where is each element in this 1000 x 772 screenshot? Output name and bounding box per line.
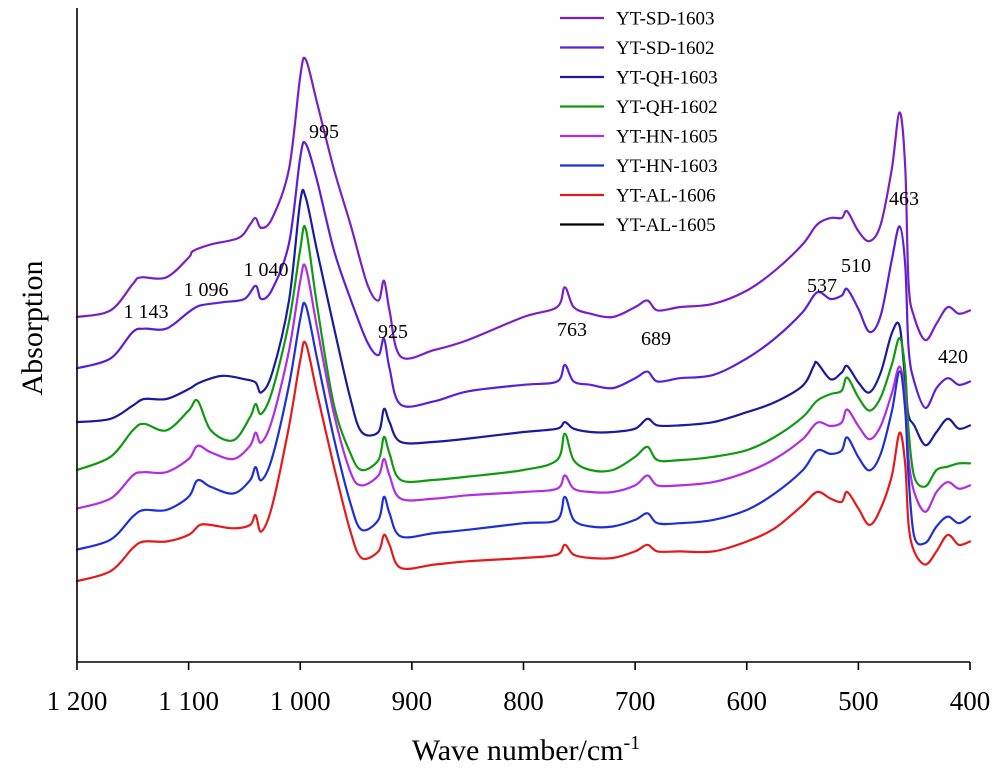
series-line-yt-al-1606 [75,340,972,583]
series-line-yt-qh-1603 [75,188,972,447]
peak-label: 537 [807,275,837,297]
series-line-yt-qh-1602 [75,225,972,488]
peak-label: 995 [309,121,339,143]
peak-label: 689 [641,328,671,350]
legend-label: YT-AL-1605 [616,215,716,236]
legend-label: YT-QH-1603 [616,68,718,89]
legend-label: YT-SD-1603 [616,9,715,30]
series-layer [75,56,972,583]
peak-label: 763 [557,319,587,341]
legend-label: YT-SD-1602 [616,38,715,59]
x-tick-label: 1 100 [158,686,219,716]
series-line-yt-sd-1603 [75,56,972,360]
x-tick-label: 1 200 [47,686,108,716]
peak-label: 420 [938,346,968,368]
legend-label: YT-QH-1602 [616,97,718,118]
x-tick-label: 600 [727,686,768,716]
series-line-yt-hn-1603 [75,301,972,551]
series-line-yt-sd-1602 [75,140,972,409]
x-tick-label: 700 [615,686,656,716]
x-tick-label: 400 [950,686,991,716]
x-tick-label: 500 [838,686,879,716]
x-tick-label: 900 [392,686,433,716]
legend-label: YT-HN-1605 [616,127,718,148]
x-axis-title: Wave number/cm-1 [412,732,640,767]
peak-label: 510 [841,255,871,277]
peak-label: 463 [889,188,919,210]
y-axis-title: Absorption [16,261,49,396]
legend-label: YT-AL-1606 [616,186,716,207]
x-axis-title-superscript: -1 [624,732,641,754]
peak-label: 1 040 [244,259,289,281]
legend-label: YT-HN-1603 [616,156,718,177]
x-tick-label: 1 000 [270,686,331,716]
series-line-yt-hn-1605 [75,263,972,513]
x-tick-label: 800 [503,686,544,716]
axes [76,8,970,663]
peak-label: 1 143 [124,301,169,323]
legend: YT-SD-1603 YT-SD-1602 YT-QH-1603 YT-QH-1602… [560,9,718,236]
peak-label: 1 096 [184,279,229,301]
peak-label: 925 [378,321,408,343]
x-ticks: 1 200 1 100 1 000 900 800 700 600 500 400 [47,662,991,716]
